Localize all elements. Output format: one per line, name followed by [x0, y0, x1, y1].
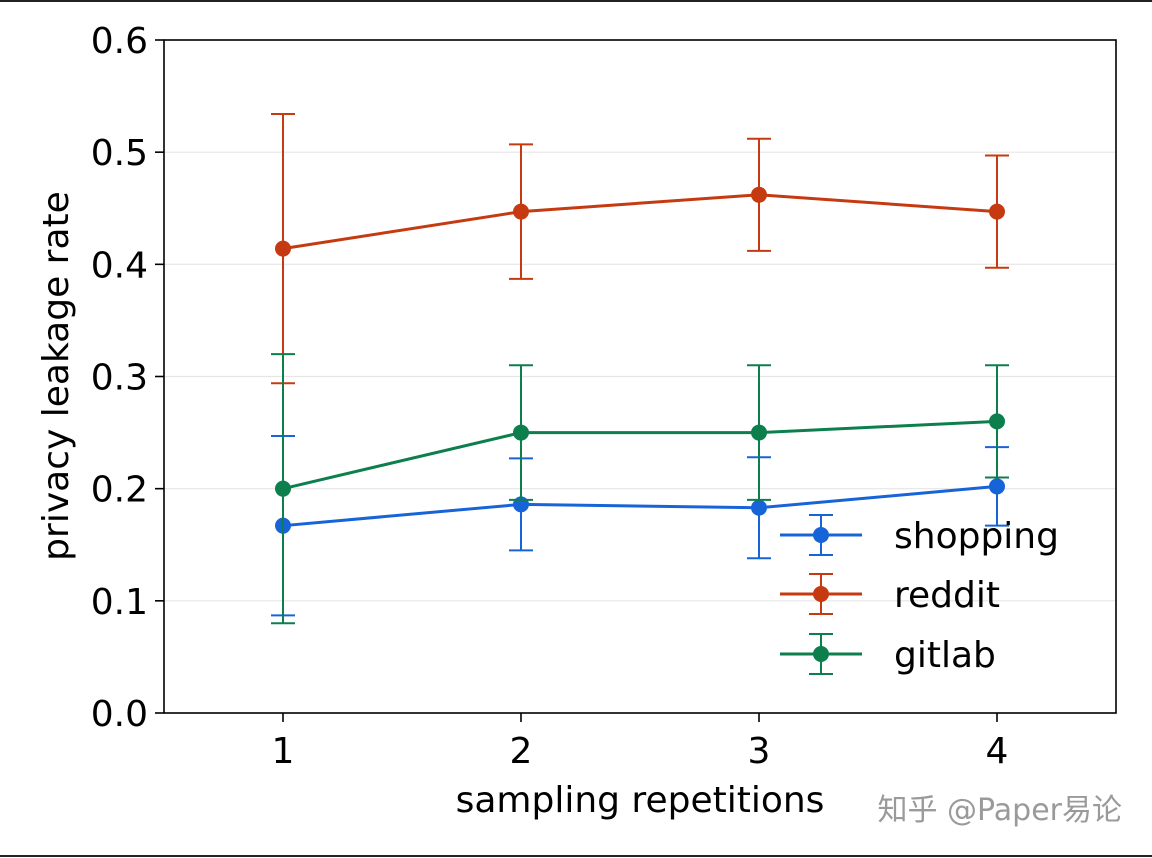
y-tick-label: 0.6	[91, 21, 148, 62]
data-point	[751, 424, 767, 441]
legend-marker	[813, 586, 829, 602]
series-layer	[271, 113, 1009, 625]
y-tick-label: 0.3	[91, 358, 148, 399]
x-tick-label: 1	[272, 731, 295, 772]
y-tick-label: 0.1	[91, 582, 148, 623]
legend-label: shopping	[894, 516, 1059, 557]
series-line	[282, 419, 998, 491]
legend-label: gitlab	[894, 635, 996, 676]
y-tick-label: 0.0	[91, 694, 148, 735]
data-point	[989, 413, 1005, 430]
series-reddit	[271, 113, 1009, 385]
x-tick-label: 3	[748, 731, 771, 772]
legend-item-gitlab: gitlab	[780, 633, 996, 676]
data-point	[513, 203, 529, 220]
legend-label: reddit	[894, 575, 1000, 616]
series-line	[282, 484, 998, 528]
legend: shopping reddit gitlab	[780, 514, 1059, 676]
y-tick-label: 0.2	[91, 470, 148, 511]
y-tick-label: 0.4	[91, 245, 148, 286]
legend-item-reddit: reddit	[780, 573, 1000, 616]
series-gitlab	[271, 353, 1009, 625]
x-tick-label: 2	[510, 731, 533, 772]
data-point	[275, 480, 291, 497]
data-point	[989, 203, 1005, 220]
data-point	[275, 240, 291, 257]
data-point	[751, 499, 767, 516]
x-axis-label: sampling repetitions	[456, 780, 825, 821]
legend-item-shopping: shopping	[780, 514, 1059, 557]
legend-marker	[813, 646, 829, 662]
top-border	[0, 0, 1152, 2]
data-point	[513, 424, 529, 441]
data-point	[989, 478, 1005, 495]
ticks-layer: 0.0 0.1 0.2 0.3 0.4 0.5 0.6 1 2 3 4	[91, 21, 1009, 772]
y-tick-label: 0.5	[91, 133, 148, 174]
bottom-border	[0, 855, 1152, 857]
data-point	[751, 186, 767, 203]
legend-marker	[813, 527, 829, 543]
x-tick-label: 4	[986, 731, 1009, 772]
series-line	[282, 193, 998, 251]
y-axis-label: privacy leakage rate	[36, 191, 77, 561]
watermark-text: 知乎 @Paper易论	[878, 793, 1123, 828]
